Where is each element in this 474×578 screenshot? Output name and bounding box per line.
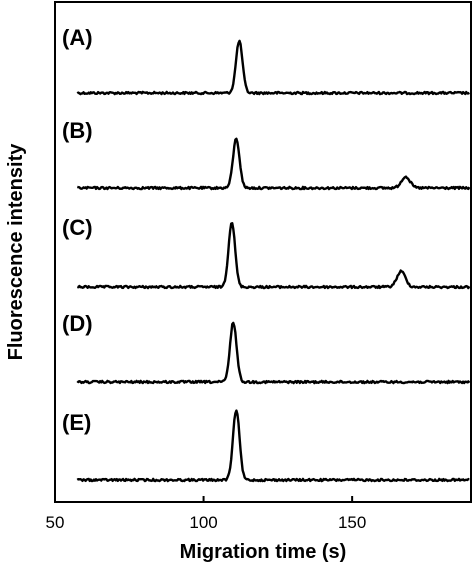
x-tick-label: 100 (189, 513, 217, 532)
panel-label: (B) (62, 118, 93, 143)
panel-b: (B) (62, 118, 471, 191)
panel-d: (D) (62, 311, 471, 385)
y-axis-title: Fluorescence intensity (5, 143, 27, 361)
x-tick-label: 50 (46, 513, 65, 532)
panels-group: (A) (B) (C) (D) (E) (62, 25, 471, 483)
panel-label: (A) (62, 25, 93, 50)
trace-line (76, 137, 471, 191)
panel-label: (D) (62, 311, 93, 336)
panel-label: (E) (62, 410, 91, 435)
x-axis-title: Migration time (s) (180, 541, 347, 563)
x-tick-label: 150 (338, 513, 366, 532)
x-axis: 50 100 150 (46, 496, 366, 532)
trace-line (76, 39, 470, 96)
trace-line (76, 321, 471, 385)
panel-c: (C) (62, 215, 471, 290)
trace-line (76, 222, 471, 290)
panel-label: (C) (62, 215, 93, 240)
trace-line (76, 409, 470, 483)
plot-frame (54, 1, 472, 503)
panel-a: (A) (62, 25, 470, 96)
panel-e: (E) (62, 409, 470, 483)
